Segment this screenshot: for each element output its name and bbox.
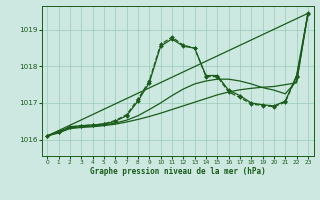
X-axis label: Graphe pression niveau de la mer (hPa): Graphe pression niveau de la mer (hPa) <box>90 167 266 176</box>
